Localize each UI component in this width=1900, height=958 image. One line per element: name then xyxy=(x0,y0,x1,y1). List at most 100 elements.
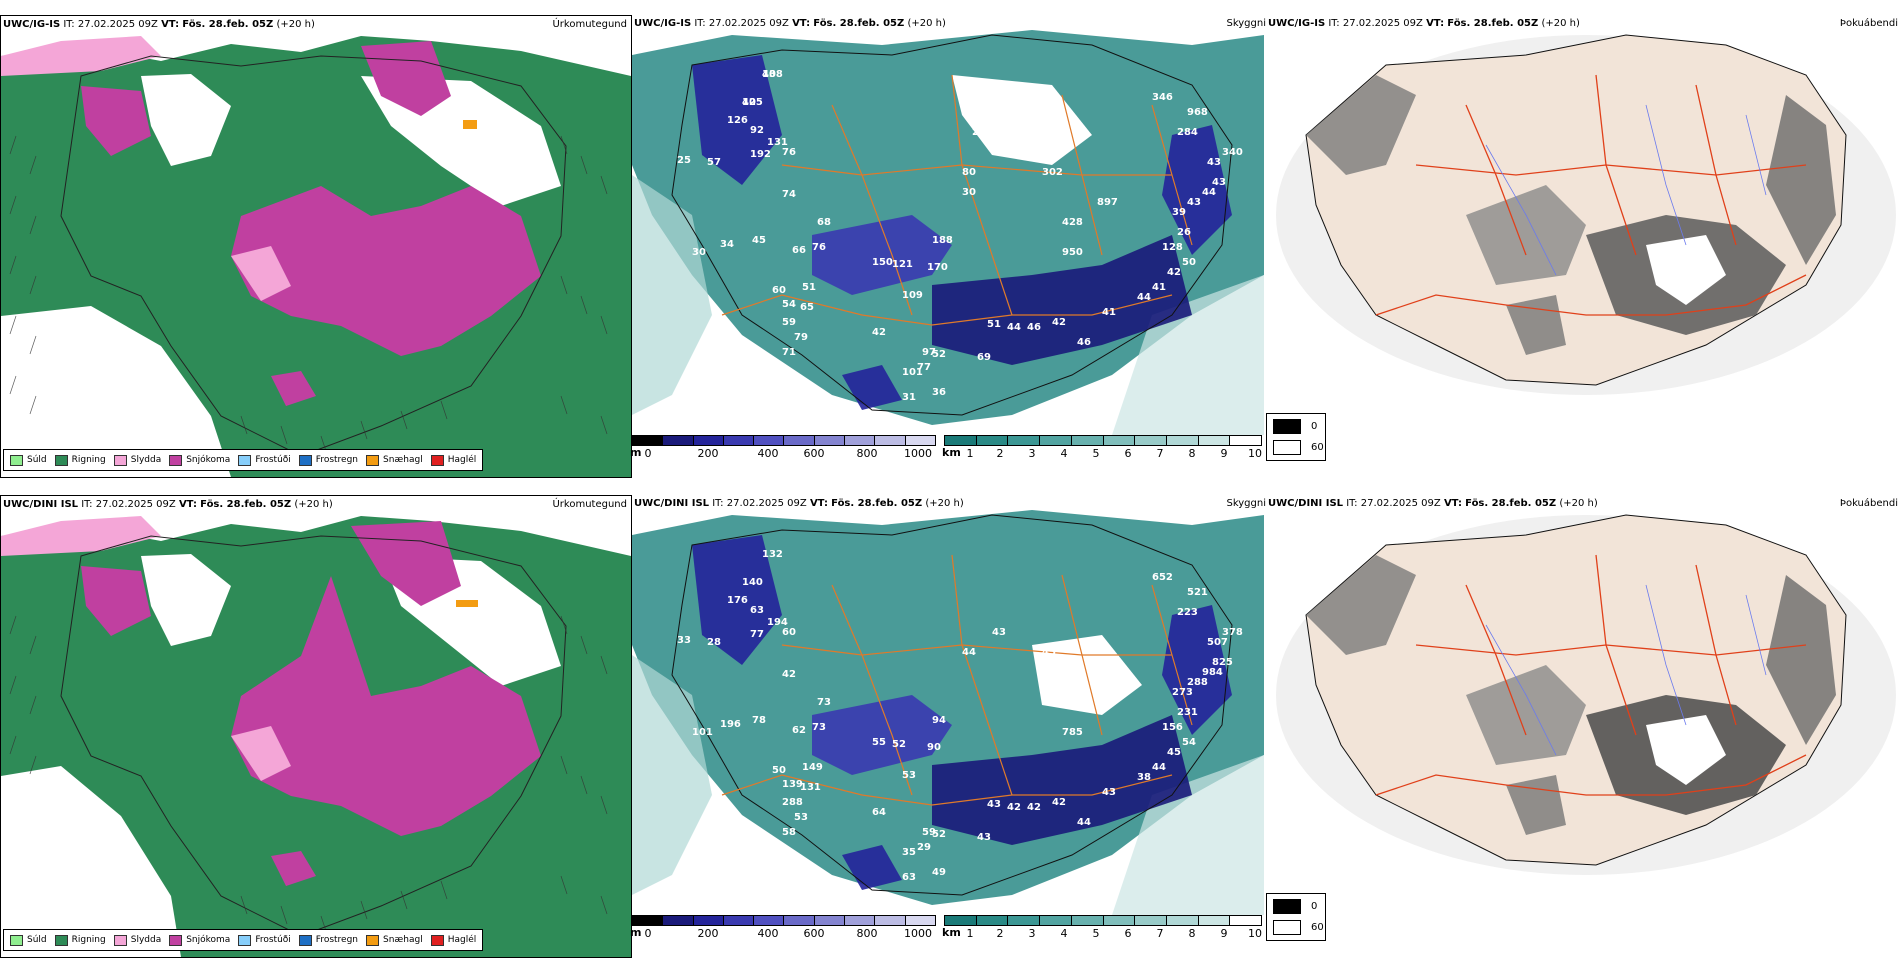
tick-label: 200 xyxy=(697,447,719,460)
cloud-base-label: 42 xyxy=(1027,802,1041,813)
legend-label: Snæhagl xyxy=(383,935,423,945)
vt-label: VT: xyxy=(161,19,180,30)
tick-label: 600 xyxy=(803,927,825,940)
cloud-base-label: 73 xyxy=(817,697,831,708)
cloud-base-label: 45 xyxy=(1167,747,1181,758)
colorbar-ticks: 1 2 3 4 5 6 7 8 9 10 xyxy=(944,447,1263,461)
legend-label: Súld xyxy=(27,455,47,465)
cloud-base-label: 76 xyxy=(782,147,796,158)
cloud-base-label: 101 xyxy=(692,727,713,738)
cloud-base-label: 43 xyxy=(1212,177,1226,188)
vt-value: Fös. 28.feb. 05Z xyxy=(200,499,292,510)
legend-item: Haglél xyxy=(430,454,476,466)
cloud-base-colorbar: m 0 200 400 600 800 1000 xyxy=(630,915,936,945)
precip-type-map xyxy=(1,496,631,957)
fog-legend-label: 0 xyxy=(1311,901,1318,912)
vt-label: VT: xyxy=(178,499,197,510)
legend-item: Haglél xyxy=(430,934,476,946)
legend-label: Frostregn xyxy=(315,455,359,465)
cloud-base-label: 968 xyxy=(1187,107,1208,118)
cloud-base-label: 682 xyxy=(1097,677,1118,688)
fog-swatch-0 xyxy=(1273,899,1301,914)
cloud-base-label: 39 xyxy=(1172,207,1186,218)
vt-value: Fös. 28.feb. 05Z xyxy=(182,19,274,30)
tick-label: 1 xyxy=(966,447,974,460)
cloud-base-label: 66 xyxy=(792,245,806,256)
cloud-base-label: 58 xyxy=(782,827,796,838)
legend-label: Frostregn xyxy=(315,935,359,945)
colorbar-unit: km xyxy=(942,446,961,459)
cloud-base-label: 43 xyxy=(1207,157,1221,168)
cloud-base-label: 43 xyxy=(977,832,991,843)
cloud-base-label: 40 xyxy=(742,97,756,108)
tick-label: 10 xyxy=(1248,447,1262,460)
cloud-base-label: 26 xyxy=(1177,227,1191,238)
legend-label: Slydda xyxy=(130,455,162,465)
cloud-base-label: 507 xyxy=(1207,637,1228,648)
cloud-base-label: 192 xyxy=(750,149,771,160)
legend-label: Rigning xyxy=(71,935,106,945)
it-value: 27.02.2025 09Z xyxy=(1342,18,1423,29)
cloud-base-label: 101 xyxy=(902,367,923,378)
cloud-base-label: 46 xyxy=(1077,337,1091,348)
legend-swatch-rigning xyxy=(54,934,68,946)
panel-variable-label: Þokuábendi xyxy=(1839,498,1898,509)
vt-label: VT: xyxy=(809,498,828,509)
cloud-base-label: 68 xyxy=(817,217,831,228)
legend-item: Slydda xyxy=(113,454,162,466)
fog-swatch-60 xyxy=(1273,920,1301,935)
tick-label: 400 xyxy=(757,447,779,460)
cloud-base-label: 52 xyxy=(932,829,946,840)
tick-label: 1000 xyxy=(904,447,932,460)
legend-item: Rigning xyxy=(54,934,106,946)
tick-label: 1000 xyxy=(904,927,932,940)
legend-label: Frostúði xyxy=(255,455,291,465)
model-name: UWC/DINI ISL xyxy=(634,498,710,509)
cloud-base-label: 785 xyxy=(1062,727,1083,738)
tick-label: 10 xyxy=(1248,927,1262,940)
cloud-base-label: 194 xyxy=(767,617,788,628)
visibility-cloudbase-panel-row2: 132 140 176 63 194 77 60 28 33 42 73 73 62 78 196 101 14… xyxy=(630,495,1266,958)
legend-label: Frostúði xyxy=(255,935,291,945)
fog-swatch-0 xyxy=(1273,419,1301,434)
legend-swatch-snjokoma xyxy=(169,454,183,466)
legend-item: Súld xyxy=(10,934,47,946)
cloud-base-label: 521 xyxy=(1187,587,1208,598)
cloud-base-label: 38 xyxy=(1137,772,1151,783)
cloud-base-label: 41 xyxy=(1152,282,1166,293)
cloud-base-label: 44 xyxy=(1007,322,1021,333)
cloud-base-label: 42 xyxy=(1052,317,1066,328)
cloud-base-label: 288 xyxy=(782,797,803,808)
cloud-base-colorbar: m 0 200 400 600 800 1000 xyxy=(630,435,936,465)
cloud-base-label: 53 xyxy=(794,812,808,823)
cloud-base-label: 74 xyxy=(782,189,796,200)
cloud-base-label: 42 xyxy=(1007,802,1021,813)
it-label: IT: xyxy=(1346,498,1358,509)
cloud-base-label: 51 xyxy=(802,282,816,293)
cloud-base-label: 984 xyxy=(1202,667,1223,678)
colorbar-ticks: 0 200 400 600 800 1000 xyxy=(632,927,936,941)
cloud-base-label: 131 xyxy=(800,782,821,793)
cloud-base-label: 30 xyxy=(692,247,706,258)
cloud-base-label: 150 xyxy=(872,257,893,268)
cloud-base-label: 302 xyxy=(1042,167,1063,178)
panel-title: UWC/DINI ISL IT: 27.02.2025 09Z VT: Fös.… xyxy=(1268,498,1598,509)
cloud-base-label: 176 xyxy=(727,595,748,606)
legend-item: Slydda xyxy=(113,934,161,946)
legend-swatch-sudl xyxy=(10,454,23,466)
panel-variable-label: Skyggni xyxy=(1226,498,1266,509)
tick-label: 800 xyxy=(856,927,878,940)
cloud-base-label: 40 xyxy=(762,69,776,80)
cloud-base-label: 63 xyxy=(750,605,764,616)
legend-label: Rigning xyxy=(71,455,106,465)
precip-legend: Súld Rigning Slydda Snjókoma Frostúði Fr… xyxy=(3,929,484,951)
cloud-base-label: 140 xyxy=(742,577,763,588)
cloud-base-label: 62 xyxy=(792,725,806,736)
legend-swatch-frostregn xyxy=(298,454,312,466)
cloud-base-label: 73 xyxy=(812,722,826,733)
fog-legend-row: 60 xyxy=(1273,440,1324,455)
cloud-base-label: 42 xyxy=(1167,267,1181,278)
legend-item: Frostúði xyxy=(238,934,291,946)
cloud-base-label: 78 xyxy=(752,715,766,726)
